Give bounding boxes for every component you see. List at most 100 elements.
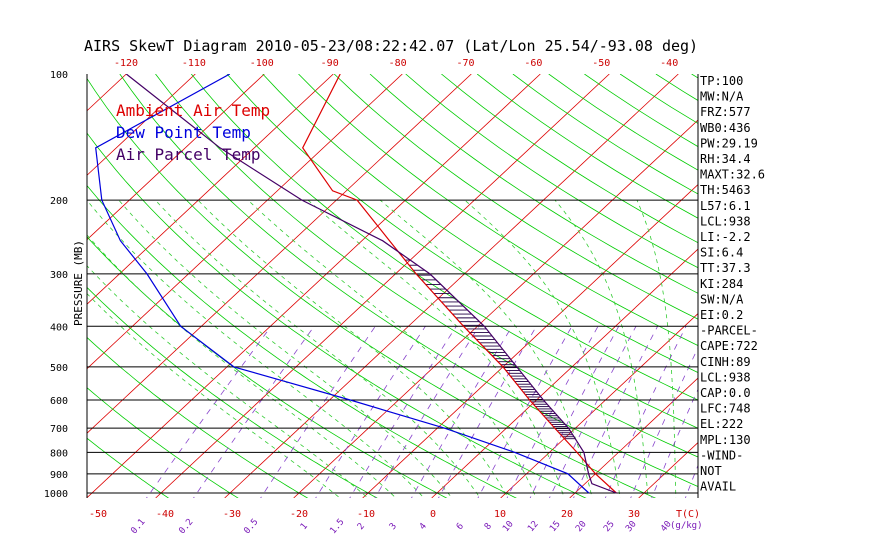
stat-line: KI:284: [700, 277, 743, 291]
moist-adiabat: [197, 199, 509, 498]
stat-line: NOT: [700, 464, 722, 478]
moist-adiabat: [307, 199, 565, 498]
isotherm: [293, 119, 698, 498]
stat-line: EL:222: [700, 417, 743, 431]
stat-line: MW:N/A: [700, 90, 744, 104]
mixing-ratio-tick-label: 0.2: [177, 517, 195, 536]
top-temp-tick-label: -50: [592, 58, 610, 69]
mixing-ratio-tick-label: 4: [418, 521, 429, 532]
dry-adiabat: [87, 77, 657, 498]
moist-adiabat: [87, 265, 369, 498]
stat-line: SI:6.4: [700, 246, 743, 260]
isotherm: [87, 74, 265, 241]
mixing-ratio-line: [146, 326, 272, 498]
stat-line: TH:5463: [700, 183, 751, 197]
isotherm: [155, 74, 610, 498]
pressure-tick-label: 200: [50, 196, 68, 207]
stat-line: L57:6.1: [700, 199, 751, 213]
chart-title: AIRS SkewT Diagram 2010-05-23/08:22:42.0…: [84, 37, 698, 55]
stat-line: TP:100: [700, 74, 743, 88]
mixing-ratio-tick-label: 12: [526, 519, 541, 534]
grid-layer: [87, 74, 870, 502]
top-temp-tick-label: -70: [456, 58, 474, 69]
dry-adiabat: [799, 74, 870, 502]
mixing-ratio-line: [477, 326, 573, 498]
top-temp-tick-label: -90: [321, 58, 339, 69]
stat-line: -WIND-: [700, 448, 743, 462]
bottom-temp-tick-label: -30: [223, 509, 241, 520]
isotherm: [569, 377, 698, 498]
top-temp-tick-label: -100: [250, 58, 274, 69]
stat-line: WB0:436: [700, 121, 751, 135]
mixing-ratio-line: [315, 326, 426, 498]
legend-entry: Air Parcel Temp: [116, 145, 261, 164]
pressure-tick-label: 500: [50, 363, 68, 374]
dry-adiabat: [763, 74, 870, 502]
mixing-ratio-tick-label: 20: [574, 519, 589, 534]
moist-adiabat: [554, 199, 649, 498]
dry-adiabat: [512, 74, 698, 195]
y-axis-label: PRESSURE (MB): [72, 240, 85, 326]
mixing-ratio-tick-label: 15: [548, 519, 563, 534]
stat-line: -PARCEL-: [700, 324, 758, 338]
mixing-ratio-line: [411, 326, 513, 498]
stat-line: SW:N/A: [700, 292, 744, 306]
dry-adiabat: [333, 74, 698, 320]
stat-line: TT:37.3: [700, 261, 751, 275]
isotherm: [431, 248, 698, 498]
bottom-temp-tick-label: -40: [156, 509, 174, 520]
legend-entry: Ambient Air Temp: [116, 101, 270, 120]
mixing-ratio-line: [374, 326, 480, 498]
moist-adiabat: [87, 199, 425, 498]
bottom-temp-tick-label: 30: [628, 509, 640, 520]
dry-adiabat: [87, 336, 309, 498]
cape-hatch: [400, 254, 576, 440]
stat-line: LCL:938: [700, 370, 751, 384]
stat-line: RH:34.4: [700, 152, 751, 166]
stat-line: LFC:748: [700, 402, 751, 416]
mixing-ratio-tick-label: 0.1: [129, 517, 147, 536]
mixing-ratio-tick-label: 1.5: [328, 517, 346, 536]
isotherm: [362, 184, 698, 498]
mixing-ratio-tick-label: 30: [624, 519, 639, 534]
moist-adiabat: [379, 199, 593, 498]
mixing-ratio-line: [604, 326, 687, 498]
stat-line: FRZ:577: [700, 105, 751, 119]
temp-unit-label: T(C): [676, 509, 700, 520]
pressure-tick-label: 100: [50, 70, 68, 81]
mixing-ratio-tick-label: 3: [388, 521, 399, 532]
pressure-tick-label: 900: [50, 470, 68, 481]
dry-adiabat: [87, 437, 170, 498]
moist-adiabat: [87, 234, 397, 498]
mixing-ratio-line: [506, 326, 599, 498]
pressure-tick-label: 700: [50, 424, 68, 435]
moist-adiabat: [155, 199, 481, 498]
mixing-ratio-tick-label: 10: [501, 519, 516, 534]
moist-adiabat: [118, 199, 453, 498]
mixing-ratio-line: [651, 388, 698, 498]
stat-line: LI:-2.2: [700, 230, 751, 244]
mixing-ratio-tick-label: 1: [299, 521, 310, 532]
dry-adiabat: [87, 387, 239, 498]
moist-adiabat: [636, 199, 677, 498]
bottom-temp-tick-label: 10: [494, 509, 506, 520]
dry-adiabat: [298, 74, 698, 346]
stat-line: MPL:130: [700, 433, 751, 447]
mixing-ratio-tick-label: 25: [602, 519, 617, 534]
stat-line: CAPE:722: [700, 339, 758, 353]
pressure-tick-label: 1000: [44, 489, 68, 500]
dry-adiabat: [87, 132, 587, 498]
dry-adiabat: [190, 74, 698, 429]
isotherm: [846, 74, 870, 498]
mixing-ratio-line: [630, 346, 698, 498]
stat-line: CINH:89: [700, 355, 751, 369]
isotherm: [87, 74, 334, 305]
dry-adiabat: [87, 286, 378, 498]
top-temp-tick-label: -120: [114, 58, 138, 69]
mixing-ratio-tick-label: 2: [356, 521, 367, 532]
pressure-tick-label: 600: [50, 396, 68, 407]
mixing-ratio-tick-label: 6: [455, 521, 466, 532]
dry-adiabat: [369, 74, 698, 294]
dry-adiabat: [262, 74, 698, 373]
